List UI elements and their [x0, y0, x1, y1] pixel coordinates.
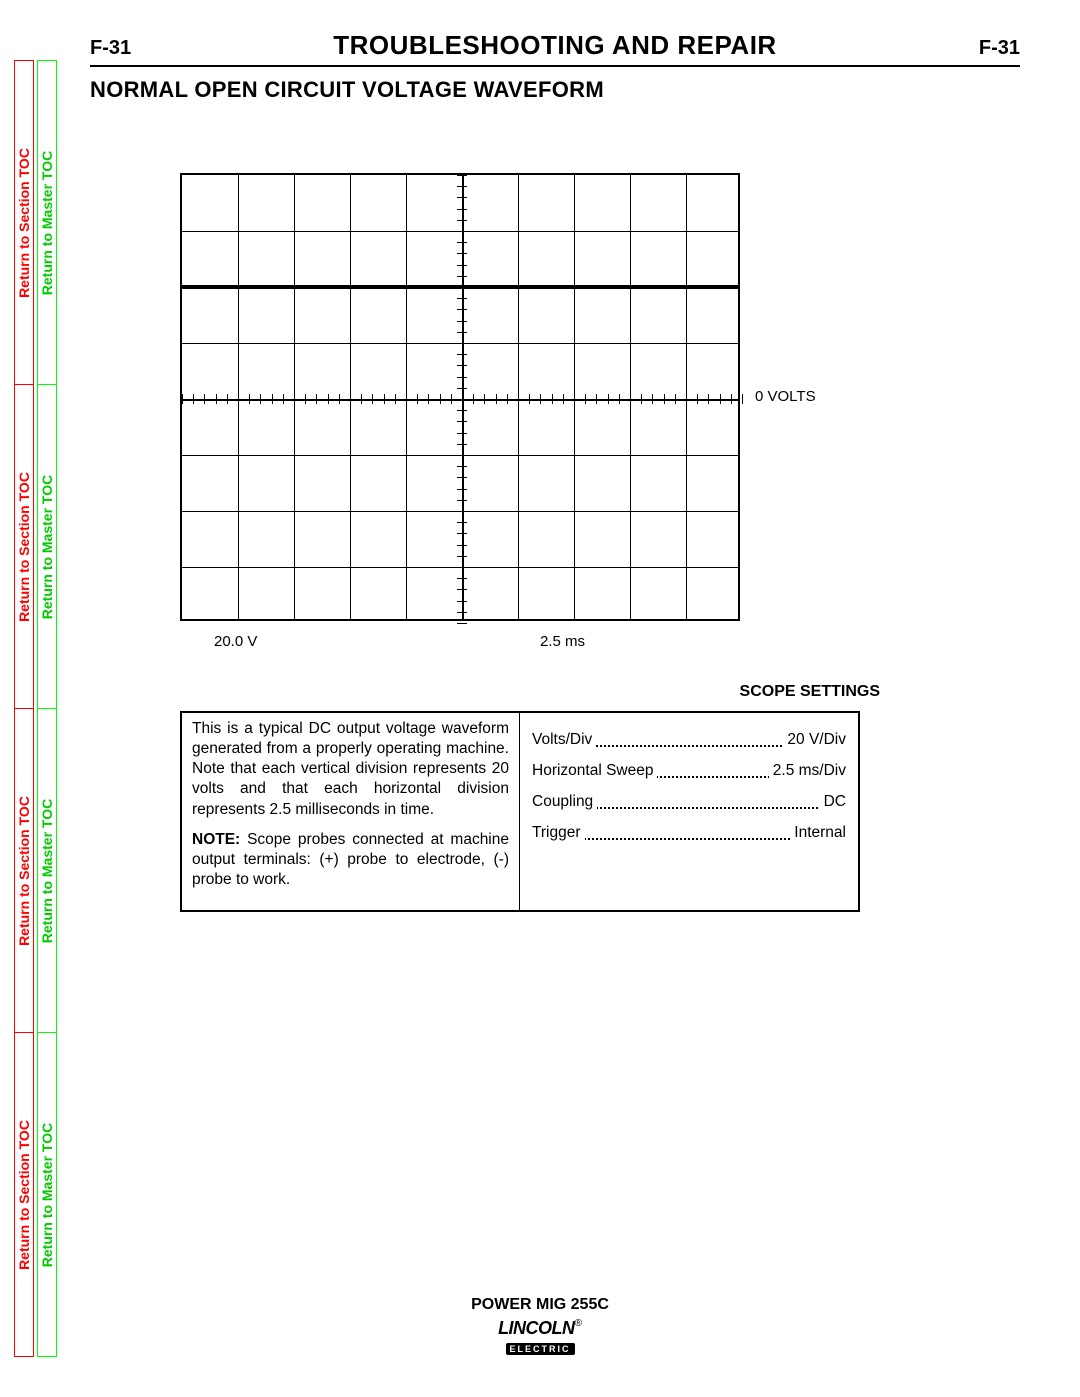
master-toc-link[interactable]: Return to Master TOC	[38, 708, 56, 1032]
page-code-left: F-31	[90, 37, 131, 60]
section-toc-link[interactable]: Return to Section TOC	[15, 708, 33, 1032]
page-content: F-31 TROUBLESHOOTING AND REPAIR F-31 NOR…	[90, 30, 1020, 912]
zero-volts-label: 0 VOLTS	[755, 388, 816, 405]
model-name: POWER MIG 255C	[0, 1296, 1080, 1314]
lincoln-logo: LINCOLN® ELECTRIC	[498, 1318, 582, 1357]
scope-settings-cell: Volts/Div 20 V/Div Horizontal Sweep 2.5 ms/…	[520, 713, 858, 910]
master-toc-label: Return to Master TOC	[39, 798, 55, 942]
description-para: This is a typical DC output voltage wave…	[192, 719, 509, 820]
section-toc-link[interactable]: Return to Section TOC	[15, 384, 33, 708]
page-title: TROUBLESHOOTING AND REPAIR	[333, 30, 776, 61]
scope-setting-row: Volts/Div 20 V/Div	[532, 731, 846, 750]
description-cell: This is a typical DC output voltage wave…	[182, 713, 520, 910]
setting-value: DC	[820, 793, 846, 812]
oscilloscope-display: 0 VOLTS 20.0 V 2.5 ms	[180, 173, 900, 621]
setting-label: Trigger	[532, 824, 585, 843]
scope-settings-heading: SCOPE SETTINGS	[740, 683, 880, 701]
logo-registered: ®	[575, 1318, 582, 1329]
setting-label: Coupling	[532, 793, 597, 812]
page-code-right: F-31	[979, 37, 1020, 60]
setting-value: 20 V/Div	[783, 731, 846, 750]
volts-per-div-label: 20.0 V	[214, 633, 257, 650]
page-subtitle: NORMAL OPEN CIRCUIT VOLTAGE WAVEFORM	[90, 77, 1020, 103]
setting-value: Internal	[790, 824, 846, 843]
page-footer: POWER MIG 255C LINCOLN® ELECTRIC	[0, 1296, 1080, 1357]
section-toc-column: Return to Section TOC Return to Section …	[14, 60, 34, 1357]
setting-label: Horizontal Sweep	[532, 762, 657, 781]
side-nav-tabs: Return to Section TOC Return to Section …	[14, 60, 60, 1357]
scope-setting-row: Trigger Internal	[532, 824, 846, 843]
scope-grid	[180, 173, 740, 621]
section-toc-label: Return to Section TOC	[16, 148, 32, 298]
master-toc-label: Return to Master TOC	[39, 1122, 55, 1266]
page-header: F-31 TROUBLESHOOTING AND REPAIR F-31	[90, 30, 1020, 67]
note-text: Scope probes connected at machine output…	[192, 831, 509, 888]
master-toc-link[interactable]: Return to Master TOC	[38, 384, 56, 708]
info-table: This is a typical DC output voltage wave…	[180, 711, 860, 912]
description-note: NOTE: Scope probes connected at machine …	[192, 830, 509, 890]
time-per-div-label: 2.5 ms	[540, 633, 585, 650]
scope-setting-row: Horizontal Sweep 2.5 ms/Div	[532, 762, 846, 781]
section-toc-label: Return to Section TOC	[16, 1120, 32, 1270]
setting-value: 2.5 ms/Div	[769, 762, 846, 781]
setting-label: Volts/Div	[532, 731, 596, 750]
note-label: NOTE:	[192, 831, 240, 848]
logo-subbrand: ELECTRIC	[506, 1343, 575, 1355]
section-toc-link[interactable]: Return to Section TOC	[15, 61, 33, 384]
master-toc-link[interactable]: Return to Master TOC	[38, 61, 56, 384]
section-toc-label: Return to Section TOC	[16, 472, 32, 622]
section-toc-label: Return to Section TOC	[16, 796, 32, 946]
logo-brand: LINCOLN	[498, 1318, 575, 1338]
scope-setting-row: Coupling DC	[532, 793, 846, 812]
info-section: SCOPE SETTINGS This is a typical DC outp…	[180, 711, 1020, 912]
master-toc-column: Return to Master TOC Return to Master TO…	[37, 60, 57, 1357]
master-toc-label: Return to Master TOC	[39, 474, 55, 618]
master-toc-label: Return to Master TOC	[39, 150, 55, 294]
